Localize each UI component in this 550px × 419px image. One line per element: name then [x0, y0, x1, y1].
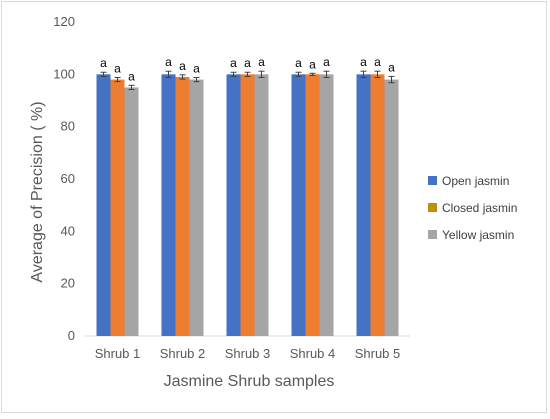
bar [384, 79, 399, 337]
x-tick-label: Shrub 3 [225, 346, 271, 361]
bar [226, 74, 241, 336]
error-bar [388, 75, 395, 84]
bar [370, 74, 385, 336]
significance-label: a [309, 57, 316, 71]
error-bar [165, 70, 172, 78]
bar [305, 74, 320, 336]
legend-label: Closed jasmin [442, 201, 517, 215]
significance-label: a [193, 61, 200, 75]
error-bar [179, 74, 186, 80]
y-tick-label: 80 [61, 119, 75, 134]
error-bar [323, 70, 330, 78]
y-tick-label: 60 [61, 171, 75, 186]
y-axis-ticks: 0 20 40 60 80 100 120 [53, 14, 75, 343]
y-tick-label: 20 [61, 276, 75, 291]
bar [356, 74, 371, 336]
error-bar [309, 72, 316, 76]
x-tick-label: Shrub 2 [160, 346, 206, 361]
significance-label: a [100, 56, 107, 70]
legend-swatch [428, 230, 437, 239]
error-bar [193, 76, 200, 83]
bars: a aaa a a a a a a a a a a a [96, 55, 399, 337]
error-bar [244, 71, 251, 77]
legend-label: Yellow jasmin [442, 228, 514, 242]
bar [189, 79, 204, 337]
legend-item: Yellow jasmin [428, 228, 514, 242]
significance-label: a [114, 61, 121, 75]
significance-label: a [388, 60, 395, 74]
y-axis-title: Average of Precision ( %) [29, 101, 46, 282]
significance-label: a [179, 59, 186, 73]
bar [175, 76, 190, 336]
error-bar [360, 70, 367, 78]
error-bar [230, 71, 237, 77]
legend-label: Open jasmin [442, 174, 509, 188]
bar [254, 74, 269, 336]
error-bar [128, 84, 135, 91]
x-tick-label: Shrub 4 [290, 346, 336, 361]
bar [110, 79, 125, 337]
x-axis-ticks: Shrub 1 Shrub 2 Shrub 3 Shrub 4 Shrub 5 [95, 346, 401, 361]
legend-swatch [428, 176, 437, 185]
y-tick-label: 120 [53, 14, 75, 29]
error-bar [100, 71, 107, 77]
legend: Open jasmin Closed jasmin Yellow jasmin [428, 174, 517, 242]
x-tick-label: Shrub 1 [95, 346, 141, 361]
error-bar [295, 71, 302, 77]
significance-label: a [360, 55, 367, 69]
significance-label: a [323, 55, 330, 69]
significance-label: a [374, 55, 381, 69]
y-tick-label: 100 [53, 66, 75, 81]
error-bar [258, 70, 265, 78]
y-tick-label: 0 [68, 328, 75, 343]
significance-label: a [258, 55, 265, 69]
bar [96, 74, 111, 336]
bar [240, 74, 255, 336]
error-bar [374, 70, 381, 78]
legend-item: Open jasmin [428, 174, 509, 188]
legend-swatch [428, 203, 437, 212]
bar [319, 74, 334, 336]
significance-label: a [230, 56, 237, 70]
significance-label: a [295, 56, 302, 70]
significance-label: a [128, 69, 135, 83]
significance-label: a [165, 55, 172, 69]
bar [124, 87, 139, 337]
error-bar [114, 76, 121, 83]
bar [161, 74, 176, 336]
bar [291, 74, 306, 336]
legend-item: Closed jasmin [428, 201, 517, 215]
x-tick-label: Shrub 5 [355, 346, 401, 361]
x-axis-title: Jasmine Shrub samples [164, 373, 335, 390]
y-tick-label: 40 [61, 223, 75, 238]
significance-label: a [244, 56, 251, 70]
